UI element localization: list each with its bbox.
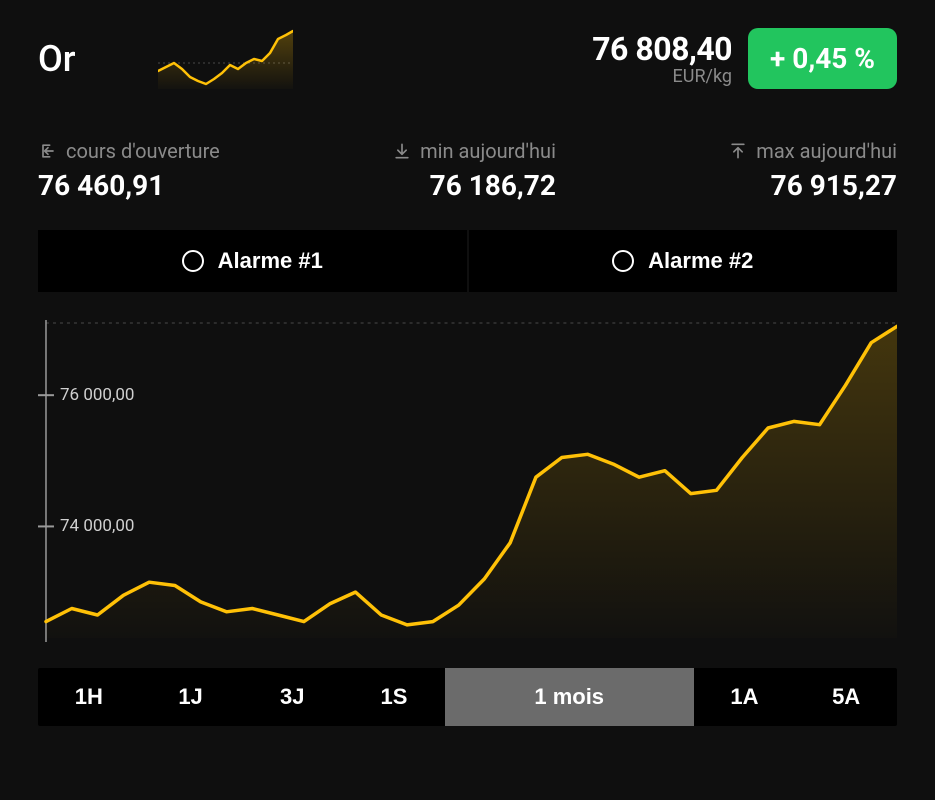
range-1s-button[interactable]: 1S <box>343 668 445 726</box>
arrow-down-bar-icon <box>392 141 412 161</box>
stat-low-value: 76 186,72 <box>430 169 556 202</box>
stat-open: cours d'ouverture 76 460,91 <box>38 139 220 202</box>
range-5a-button[interactable]: 5A <box>795 668 897 726</box>
app-root: Or 76 808,40 EUR/kg + 0,45 % <box>0 0 935 726</box>
alarm-1-label: Alarme #1 <box>218 248 323 274</box>
range-3j-button[interactable]: 3J <box>241 668 343 726</box>
main-chart[interactable]: 76 000,00 74 000,00 <box>38 320 897 642</box>
price-block: 76 808,40 EUR/kg <box>592 30 732 87</box>
stat-low-label: min aujourd'hui <box>420 139 556 163</box>
stat-open-label-row: cours d'ouverture <box>38 139 220 163</box>
stat-high-value: 76 915,27 <box>771 169 897 202</box>
radio-icon <box>612 250 634 272</box>
stat-open-label: cours d'ouverture <box>66 139 220 163</box>
chart-ytick-label: 74 000,00 <box>60 516 134 536</box>
price-unit: EUR/kg <box>592 66 732 87</box>
stat-high-label: max aujourd'hui <box>756 139 897 163</box>
sparkline-svg <box>158 29 293 89</box>
stat-open-value: 76 460,91 <box>38 169 220 202</box>
header-row: Or 76 808,40 EUR/kg + 0,45 % <box>38 28 897 89</box>
stat-low-label-row: min aujourd'hui <box>392 139 556 163</box>
radio-icon <box>182 250 204 272</box>
range-selector: 1H1J3J1S1 mois1A5A <box>38 668 897 726</box>
range-1a-button[interactable]: 1A <box>694 668 796 726</box>
open-icon <box>38 141 58 161</box>
range-1h-button[interactable]: 1H <box>38 668 140 726</box>
range-1j-button[interactable]: 1J <box>140 668 242 726</box>
arrow-up-bar-icon <box>728 141 748 161</box>
stats-row: cours d'ouverture 76 460,91 min aujourd'… <box>38 139 897 202</box>
stat-high-label-row: max aujourd'hui <box>728 139 897 163</box>
main-chart-svg <box>38 320 897 642</box>
price-value: 76 808,40 <box>592 30 732 68</box>
alarm-2-button[interactable]: Alarme #2 <box>469 230 898 292</box>
stat-high: max aujourd'hui 76 915,27 <box>728 139 897 202</box>
range-1mois-button[interactable]: 1 mois <box>445 668 694 726</box>
sparkline <box>158 29 293 89</box>
stat-low: min aujourd'hui 76 186,72 <box>392 139 556 202</box>
alarm-1-button[interactable]: Alarme #1 <box>38 230 467 292</box>
chart-ytick-label: 76 000,00 <box>60 385 134 405</box>
change-badge: + 0,45 % <box>748 28 897 89</box>
alarm-2-label: Alarme #2 <box>648 248 753 274</box>
asset-name: Or <box>38 38 88 80</box>
alarms-row: Alarme #1 Alarme #2 <box>38 230 897 292</box>
